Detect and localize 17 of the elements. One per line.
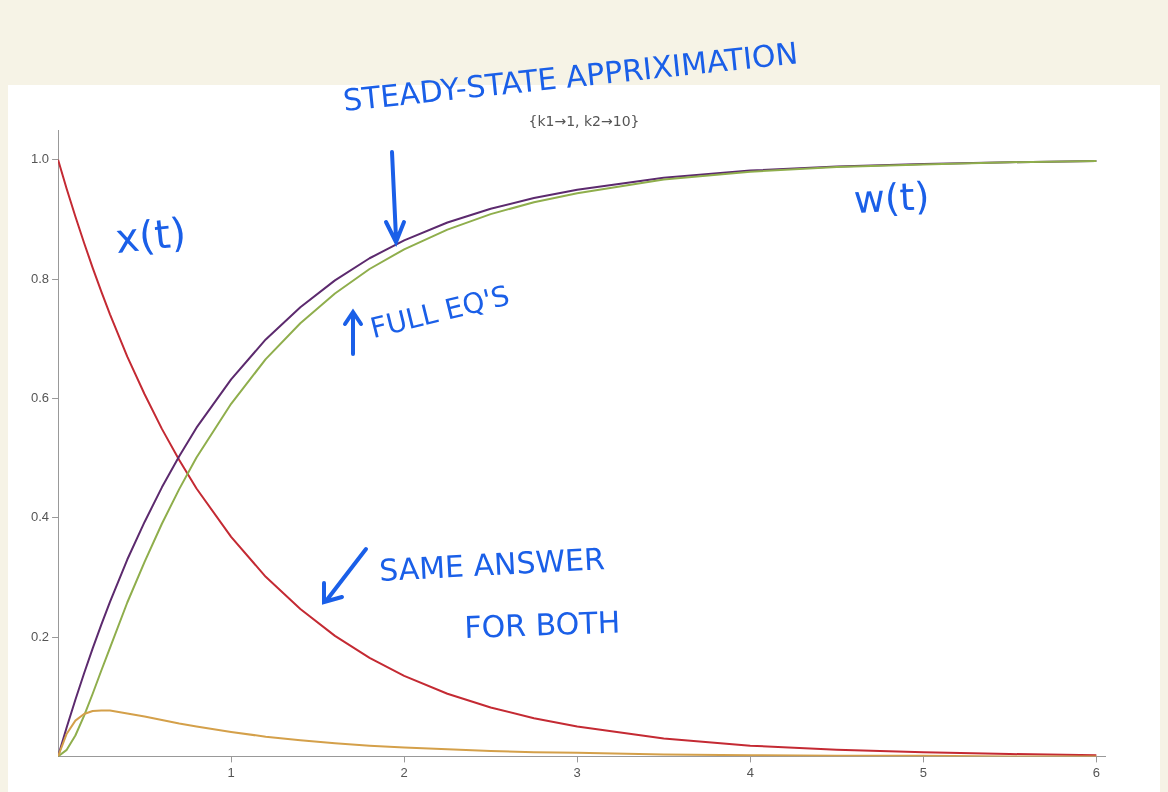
y-tick-label: 1.0 <box>30 151 50 167</box>
annotation: w(t) <box>852 174 931 222</box>
chart-title: {k1→1, k2→10} <box>527 113 641 129</box>
annotation: FOR BOTH <box>463 604 621 645</box>
x-tick-label: 6 <box>1092 764 1100 780</box>
y-tick-label: 0.2 <box>30 628 50 644</box>
x-tick-label: 2 <box>400 764 408 780</box>
x-tick-label: 1 <box>227 764 235 780</box>
x-tick-label: 5 <box>919 764 927 780</box>
annotation: x(t) <box>113 208 189 262</box>
annotation: SAME ANSWER <box>378 541 606 588</box>
x-tick-label: 3 <box>573 764 581 780</box>
y-tick-label: 0.8 <box>30 270 50 286</box>
x-tick-label: 4 <box>746 764 754 780</box>
y-tick-label: 0.4 <box>30 509 50 525</box>
annotation: FULL EQ'S <box>367 278 513 345</box>
y-tick-label: 0.6 <box>30 390 50 406</box>
